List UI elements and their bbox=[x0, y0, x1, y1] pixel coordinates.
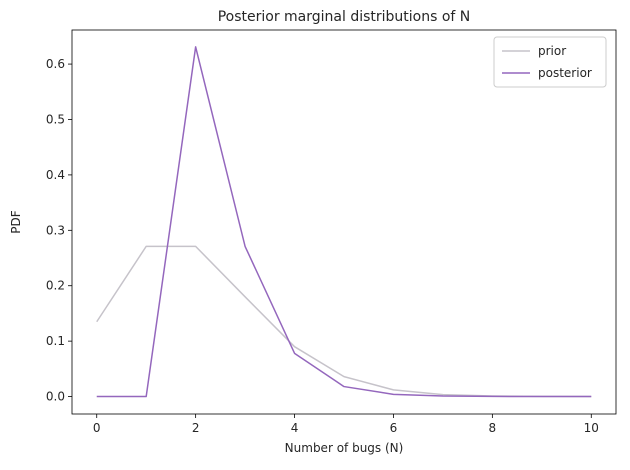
plot-frame bbox=[71, 29, 617, 415]
chart-title: Posterior marginal distributions of N bbox=[218, 9, 471, 25]
legend-box bbox=[493, 36, 607, 88]
y-tick-label: 0.4 bbox=[46, 168, 65, 182]
y-tick-label: 0.0 bbox=[46, 390, 65, 404]
x-axis-label: Number of bugs (N) bbox=[285, 441, 404, 455]
plot-area bbox=[71, 29, 617, 415]
x-tick-label: 2 bbox=[192, 421, 200, 435]
x-axis: 0 2 4 6 8 10 bbox=[93, 414, 599, 435]
legend: prior posterior bbox=[493, 36, 607, 88]
x-tick-label: 0 bbox=[93, 421, 101, 435]
y-axis: 0.0 0.1 0.2 0.3 0.4 0.5 0.6 bbox=[46, 57, 72, 404]
series-lines bbox=[96, 46, 592, 398]
x-tick-label: 8 bbox=[489, 421, 497, 435]
legend-label-prior: prior bbox=[538, 44, 566, 58]
y-tick-label: 0.5 bbox=[46, 112, 65, 126]
series-line-posterior bbox=[96, 46, 592, 398]
series-line-prior bbox=[96, 245, 592, 398]
y-axis-label: PDF bbox=[9, 210, 23, 233]
x-tick-label: 4 bbox=[291, 421, 299, 435]
legend-label-posterior: posterior bbox=[538, 66, 592, 80]
y-tick-label: 0.1 bbox=[46, 334, 65, 348]
y-tick-label: 0.3 bbox=[46, 223, 65, 237]
x-tick-label: 6 bbox=[390, 421, 398, 435]
y-tick-label: 0.6 bbox=[46, 57, 65, 71]
x-tick-label: 10 bbox=[584, 421, 599, 435]
y-tick-label: 0.2 bbox=[46, 279, 65, 293]
